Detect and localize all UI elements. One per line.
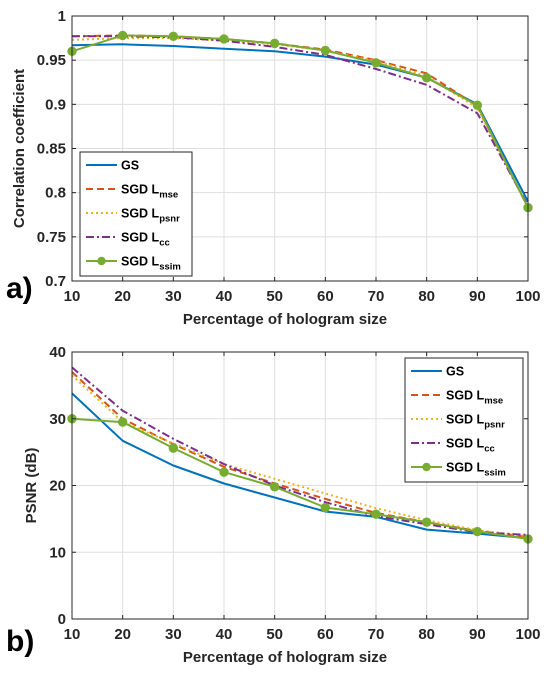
y-tick-label: 0.9 [45,96,66,113]
legend-marker-sgd-l-ssim [97,256,106,266]
data-point-sgd-l-ssim [168,443,179,453]
data-point-sgd-l-ssim [117,30,128,41]
panel-label: b) [6,625,34,658]
x-tick-label: 90 [469,626,486,643]
x-tick-label: 80 [418,288,435,305]
chart-panel-a: 10 20 30 40 50 60 70 80 90 100 0.7 0.75 0.8 0.85 0.9 0.… [6,8,541,328]
x-tick-label: 30 [165,626,182,643]
x-tick-label: 70 [368,288,385,305]
y-tick-label: 0.8 [45,185,66,202]
legend-subscript-ssim: ssim [484,468,506,479]
legend-marker-sgd-l-ssim [422,462,431,472]
legend-subscript-cc: cc [484,444,495,455]
data-point-sgd-l-ssim [421,73,432,83]
x-tick-label: 10 [64,626,81,643]
legend-box [79,151,193,277]
legend-subscript-ssim: ssim [159,262,181,273]
series-line-sgd-l-ssim [71,34,529,209]
y-axis-label: PSNR (dB) [23,448,40,524]
y-tick-label: 20 [49,478,66,495]
y-tick-label: 0.85 [37,141,66,158]
legend-subscript-mse: mse [484,396,503,407]
x-tick-label: 100 [515,626,540,643]
legend-subscript-mse: mse [159,190,178,201]
data-point-sgd-l-ssim [472,526,483,537]
y-axis-label: Correlation coefficient [11,69,28,228]
legend-subscript-psnr: psnr [159,214,180,225]
legend-label-gs: GS [446,365,464,379]
x-tick-label: 90 [469,288,486,305]
series-line-sgd-l-ssim [71,417,529,540]
x-tick-label: 40 [216,288,233,305]
legend-label-gs: GS [121,159,139,173]
data-point-sgd-l-ssim [219,34,229,44]
legend-label-sgd-l-cc: SGD Lcc [121,231,170,249]
x-tick-label: 60 [317,288,334,305]
data-point-sgd-l-ssim [320,45,331,56]
x-tick-label: 20 [114,288,131,305]
data-point-sgd-l-ssim [371,509,381,519]
data-point-sgd-l-ssim [168,31,179,42]
x-axis-label: Percentage of hologram size [183,311,387,328]
y-tick-label: 0.95 [37,52,66,69]
data-point-sgd-l-ssim [320,502,331,513]
x-tick-label: 50 [266,288,283,305]
y-tick-label: 0.7 [45,273,66,290]
x-tick-label: 70 [368,626,385,643]
chart-panel-b: 10 20 30 40 50 60 70 80 90 100010203040Percentage… [6,344,541,666]
legend-subscript-cc: cc [159,238,170,249]
data-point-sgd-l-ssim [371,58,381,68]
x-tick-label: 100 [515,288,540,305]
data-point-sgd-l-ssim [117,417,128,427]
series-line-sgd-l-cc [71,366,529,536]
legend-label-sgd-l-cc: SGD Lcc [446,437,495,455]
y-tick-label: 30 [49,411,66,428]
x-tick-label: 80 [418,626,435,643]
x-tick-label: 30 [165,288,182,305]
series-line-sgd-l-psnr [71,374,529,538]
x-tick-label: 50 [266,626,283,643]
data-point-sgd-l-ssim [269,38,280,49]
x-axis-label: Percentage of hologram size [183,649,387,666]
y-tick-label: 0.75 [37,229,66,246]
x-tick-label: 40 [216,626,233,643]
y-tick-label: 1 [58,8,66,25]
x-tick-label: 10 [64,288,81,305]
series-line-sgd-l-psnr [71,37,529,209]
data-point-sgd-l-ssim [421,517,432,527]
data-point-sgd-l-ssim [472,100,483,110]
legend-subscript-psnr: psnr [484,420,505,431]
series-line-sgd-l-mse [71,34,529,209]
x-tick-label: 20 [114,626,131,643]
panel-label: a) [6,272,33,305]
x-tick-label: 60 [317,626,334,643]
series-line-gs [71,392,529,540]
y-tick-label: 40 [49,344,66,361]
y-tick-label: 10 [49,544,66,561]
y-tick-label: 0 [58,611,66,628]
data-point-sgd-l-ssim [219,467,229,477]
legend-box [404,357,524,483]
data-point-sgd-l-ssim [269,482,280,492]
